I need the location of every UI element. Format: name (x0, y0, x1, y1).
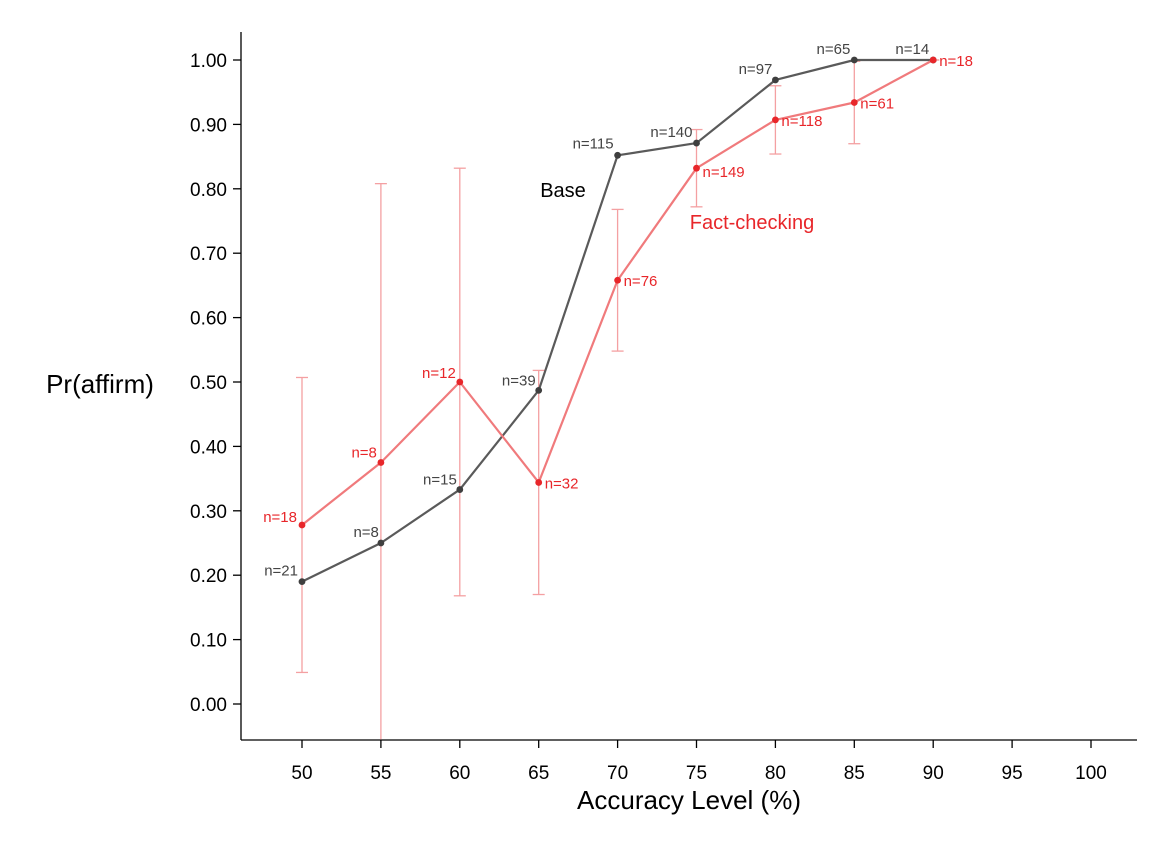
y-tick-label: 0.00 (190, 695, 227, 716)
x-tick-label: 100 (1075, 763, 1107, 784)
n-label-base: n=65 (817, 41, 851, 58)
point-fact-checking (772, 116, 779, 124)
y-tick-label: 1.00 (190, 51, 227, 72)
series-label-fact-checking: Fact-checking (690, 212, 815, 234)
n-label-fact-checking: n=18 (939, 53, 973, 70)
point-fact-checking (377, 459, 385, 466)
x-tick-label: 65 (528, 763, 549, 784)
y-tick-label: 0.70 (190, 244, 227, 265)
n-label-base: n=115 (573, 135, 614, 152)
x-tick-label: 75 (686, 763, 707, 784)
y-tick-label: 0.60 (190, 309, 227, 330)
n-label-base: n=97 (739, 61, 773, 78)
axes: 0.00 0.10 0.20 0.30 0.40 0.50 0.60 0.70 0.80 0.90… (190, 32, 1137, 784)
data-points (298, 56, 937, 586)
y-tick-label: 0.80 (190, 180, 227, 201)
point-fact-checking (929, 56, 937, 64)
x-tick-label: 70 (607, 763, 628, 784)
n-label-base: n=21 (264, 563, 298, 580)
n-label-fact-checking: n=149 (703, 164, 745, 181)
n-label-fact-checking: n=32 (545, 475, 579, 492)
point-fact-checking (693, 164, 700, 172)
n-label-fact-checking: n=118 (781, 113, 822, 130)
point-base (693, 139, 700, 147)
point-base (535, 386, 543, 394)
n-label-fact-checking: n=61 (860, 96, 894, 113)
point-fact-checking (298, 521, 306, 529)
point-base (850, 56, 858, 64)
point-base (614, 151, 621, 159)
series-label-base: Base (540, 180, 586, 202)
x-tick-label: 50 (291, 763, 312, 784)
n-label-fact-checking: n=76 (624, 273, 658, 290)
point-base (456, 486, 464, 493)
n-label-base: n=14 (895, 41, 929, 58)
n-label-fact-checking: n=8 (351, 445, 376, 462)
y-tick-label: 0.10 (190, 631, 227, 652)
x-tick-label: 60 (449, 763, 470, 784)
point-base (772, 76, 779, 84)
y-tick-label: 0.90 (190, 115, 227, 136)
n-label-base: n=140 (650, 124, 692, 141)
point-base (377, 539, 385, 547)
point-fact-checking (614, 276, 621, 284)
y-tick-label: 0.30 (190, 502, 227, 523)
n-label-base: n=15 (423, 472, 457, 489)
n-label-fact-checking: n=12 (422, 365, 456, 382)
n-label-base: n=8 (353, 524, 378, 541)
point-fact-checking (456, 378, 464, 386)
x-tick-label: 95 (1002, 763, 1023, 784)
y-axis-title: Pr(affirm) (46, 369, 154, 399)
x-tick-label: 55 (370, 763, 391, 784)
y-tick-label: 0.20 (190, 566, 227, 587)
point-fact-checking (535, 479, 543, 486)
x-tick-label: 85 (844, 763, 865, 784)
n-label-fact-checking: n=18 (263, 509, 297, 526)
point-base (298, 578, 306, 586)
x-tick-label: 80 (765, 763, 786, 784)
x-tick-label: 90 (923, 763, 944, 784)
error-bars (296, 59, 940, 740)
y-tick-label: 0.40 (190, 437, 227, 458)
point-labels: n=21 n=8 n=15 n=39 n=115 n=140 n=97 n=65 n=14 n=1… (263, 41, 973, 580)
point-fact-checking (850, 99, 858, 106)
y-tick-label: 0.50 (190, 373, 227, 394)
n-label-base: n=39 (502, 372, 536, 389)
x-axis-title: Accuracy Level (%) (577, 785, 801, 815)
